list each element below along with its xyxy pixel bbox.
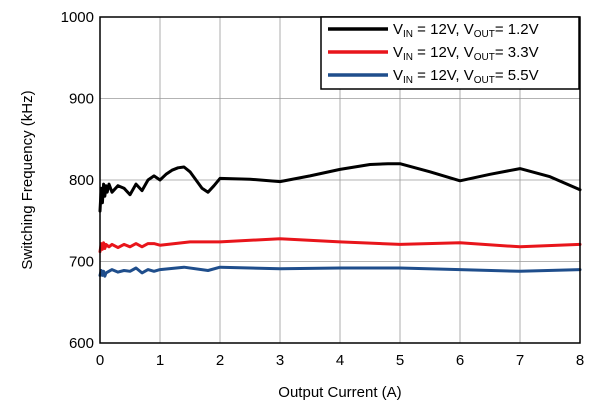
y-tick-label: 600 [69,335,94,352]
y-tick-label: 1000 [61,9,94,26]
series-line-2 [98,237,582,254]
series-line-1 [98,162,582,213]
legend-label-2: VIN = 12V, VOUT= 3.3V [393,44,539,63]
y-tick-label: 800 [69,172,94,189]
x-tick-label: 6 [456,352,464,369]
x-tick-label: 3 [276,352,284,369]
y-tick-label: 900 [69,91,94,108]
x-tick-label: 4 [336,352,344,369]
x-axis-label: Output Current (A) [278,384,401,401]
x-tick-label: 7 [516,352,524,369]
y-tick-label: 700 [69,254,94,271]
legend-label-3: VIN = 12V, VOUT= 5.5V [393,67,539,86]
series-line-3 [98,265,582,278]
x-tick-label: 2 [216,352,224,369]
legend-label-1: VIN = 12V, VOUT= 1.2V [393,21,539,40]
x-tick-label: 8 [576,352,584,369]
x-tick-label: 1 [156,352,164,369]
x-tick-label: 5 [396,352,404,369]
series-layer [98,162,582,278]
legend: VIN = 12V, VOUT= 1.2V VIN = 12V, VOUT= 3.… [320,16,580,90]
y-axis-label: Switching Frequency (kHz) [19,90,36,269]
x-tick-labels: 0 1 2 3 4 5 6 7 8 [96,352,584,369]
y-tick-labels: 600 700 800 900 1000 [61,9,94,352]
x-tick-label: 0 [96,352,104,369]
